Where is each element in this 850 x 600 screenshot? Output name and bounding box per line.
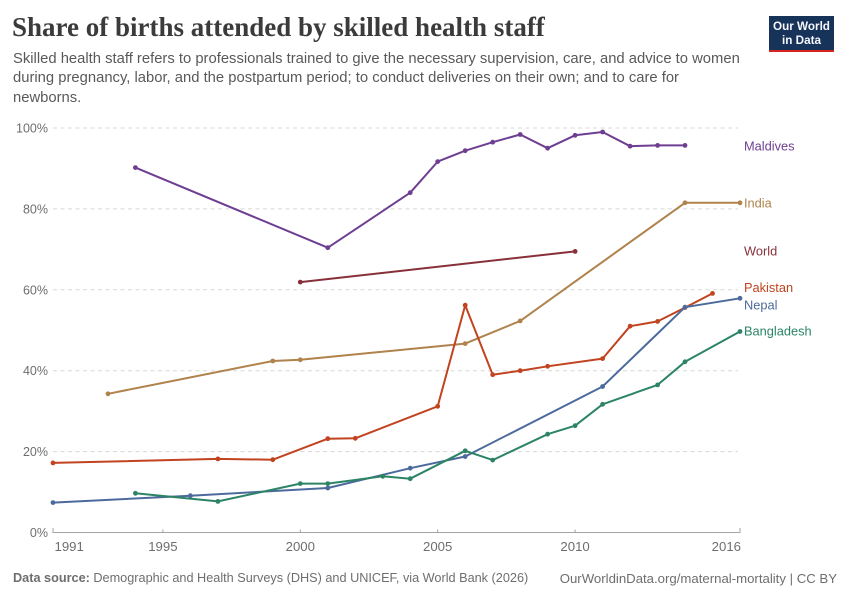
svg-text:2000: 2000 (286, 539, 315, 554)
svg-text:Bangladesh: Bangladesh (744, 324, 812, 339)
svg-text:Maldives: Maldives (744, 139, 795, 154)
svg-text:40%: 40% (23, 364, 48, 378)
svg-text:World: World (744, 244, 777, 259)
svg-text:Pakistan: Pakistan (744, 280, 793, 295)
svg-text:Nepal: Nepal (744, 298, 777, 313)
svg-text:1991: 1991 (55, 539, 84, 554)
svg-text:20%: 20% (23, 445, 48, 459)
svg-text:60%: 60% (23, 283, 48, 297)
svg-text:80%: 80% (23, 202, 48, 216)
svg-text:100%: 100% (16, 122, 48, 136)
svg-text:2005: 2005 (423, 539, 452, 554)
svg-text:1995: 1995 (148, 539, 177, 554)
svg-text:2016: 2016 (712, 539, 741, 554)
svg-text:2010: 2010 (560, 539, 589, 554)
svg-text:India: India (744, 196, 773, 211)
svg-text:0%: 0% (30, 526, 48, 540)
